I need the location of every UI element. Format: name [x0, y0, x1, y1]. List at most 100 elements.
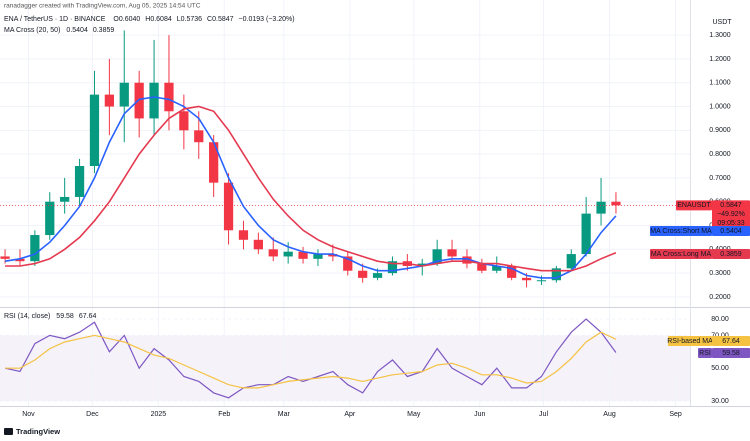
y-tick-label: 0.7000: [709, 175, 731, 182]
candle-body: [74, 166, 85, 197]
symbol-title: ENA / TetherUS · 1D · BINANCE: [4, 16, 106, 23]
candle-body: [551, 268, 561, 281]
candle-body: [0, 256, 10, 259]
ohlc-value: H0.6084: [145, 16, 172, 23]
creator-line: ranadagger created with TradingView.com,…: [4, 3, 201, 10]
x-tick-label: May: [407, 411, 421, 418]
candle-body: [477, 263, 487, 271]
series-name-tag: MA Cross:Short MA: [650, 228, 712, 235]
candle-body: [89, 94, 100, 167]
series-name-tag: RSI-based MA: [667, 338, 713, 345]
x-tick-label: Sep: [669, 411, 682, 418]
change-tag: −49.92%: [717, 211, 745, 218]
candle-body: [358, 270, 368, 278]
candle-body: [223, 182, 234, 231]
candle-body: [268, 249, 278, 257]
rsi-title: RSI (14, close): [4, 313, 50, 320]
y-tick-label: 1.0000: [709, 103, 731, 110]
candle-body: [432, 249, 442, 264]
candle-body: [45, 201, 55, 236]
plot: [0, 30, 690, 399]
series-name-tag-bg: [668, 336, 712, 346]
candle-body: [566, 254, 576, 269]
candle-body: [581, 213, 591, 255]
y-tick-label: 1.2000: [709, 56, 731, 63]
ohlc-value: −0.0193 (−3.20%): [239, 16, 295, 23]
candle-body: [253, 239, 263, 250]
candle-body: [328, 254, 338, 257]
candle-body: [104, 94, 114, 107]
candle-body: [283, 251, 293, 257]
candle-body: [507, 265, 517, 278]
candle-body: [149, 82, 159, 119]
series-value-tag: 0.5404: [720, 228, 742, 235]
series-name-tag-bg: [698, 348, 712, 358]
candle-body: [30, 235, 40, 262]
candle-body: [194, 130, 204, 143]
x-tick-label: Nov: [22, 411, 35, 418]
y-tick-label: 0.3000: [709, 270, 731, 277]
candle-body: [298, 251, 308, 259]
candle-body: [611, 201, 621, 206]
x-tick-label: Mar: [278, 411, 291, 418]
legend-value: 67.64: [79, 313, 97, 320]
x-tick-label: Jul: [539, 411, 548, 418]
candle-body: [209, 142, 219, 183]
footer-brand: TradingView: [16, 427, 60, 436]
series-line: [5, 331, 617, 389]
x-tick-label: Jun: [474, 411, 485, 418]
series-line: [4, 96, 617, 279]
candle-body: [164, 82, 174, 112]
symbol-tag: ENAUSDT: [677, 202, 711, 209]
series-value-tag: 59.58: [722, 350, 740, 357]
y-tick-label: 70.00: [711, 332, 729, 339]
series-name-tag-bg: [650, 249, 712, 259]
indicator-title: MA Cross (20, 50): [4, 27, 60, 34]
series-line: [5, 105, 617, 272]
series-name-tag: RSI: [699, 350, 711, 357]
candle-body: [119, 82, 129, 107]
x-tick-label: Feb: [218, 411, 230, 418]
labels: 1.3000 1.2000 1.1000 1.0000 0.9000 0.8000 0.70…: [22, 32, 750, 418]
candle-body: [387, 261, 398, 274]
x-tick-label: Dec: [86, 411, 99, 418]
candle-body: [596, 201, 606, 214]
series-name-tag: MA Cross:Long MA: [651, 251, 712, 258]
ohlc-value: L0.5736: [177, 16, 202, 23]
candle-body: [343, 256, 353, 271]
series-value-tag: 67.64: [722, 338, 740, 345]
candle-body: [372, 273, 383, 278]
ohlc-value: C0.5847: [207, 16, 234, 23]
y-tick-label: 1.1000: [709, 80, 731, 87]
y-tick-label: 0.8000: [709, 151, 731, 158]
legend-value: 59.58: [56, 313, 74, 320]
candle-body: [15, 258, 25, 262]
candle-body: [417, 263, 427, 266]
series-value-tag-bg: [712, 336, 750, 346]
y-tick-label: 0.2000: [709, 294, 731, 301]
y-tick-label: 1.3000: [709, 32, 731, 39]
price-tag: 0.5847: [720, 202, 742, 209]
candle-body: [492, 265, 502, 271]
legend-value: 0.3859: [93, 27, 115, 34]
currency: USDT: [712, 19, 732, 26]
series-value-tag-bg: [712, 348, 750, 358]
legend-value: 0.5404: [66, 27, 88, 34]
candle-body: [60, 196, 70, 202]
x-tick-label: 2025: [151, 411, 167, 418]
symbol-tag-bg: [676, 200, 712, 211]
x-tick-label: Aug: [603, 411, 616, 418]
candle-body: [313, 254, 323, 259]
series-value-tag-bg: [712, 226, 750, 236]
candle-body: [134, 82, 144, 119]
series-value-tag: 0.3859: [720, 251, 742, 258]
y-tick-label: 50.00: [711, 365, 729, 372]
candle-body: [238, 230, 249, 240]
series-name-tag-bg: [650, 226, 712, 236]
candle-body: [462, 256, 472, 264]
candle-body: [179, 111, 189, 131]
y-tick-label: 30.00: [711, 398, 729, 405]
price-tag-bg: [712, 200, 750, 229]
ohlc-value: O0.6040: [113, 16, 140, 23]
